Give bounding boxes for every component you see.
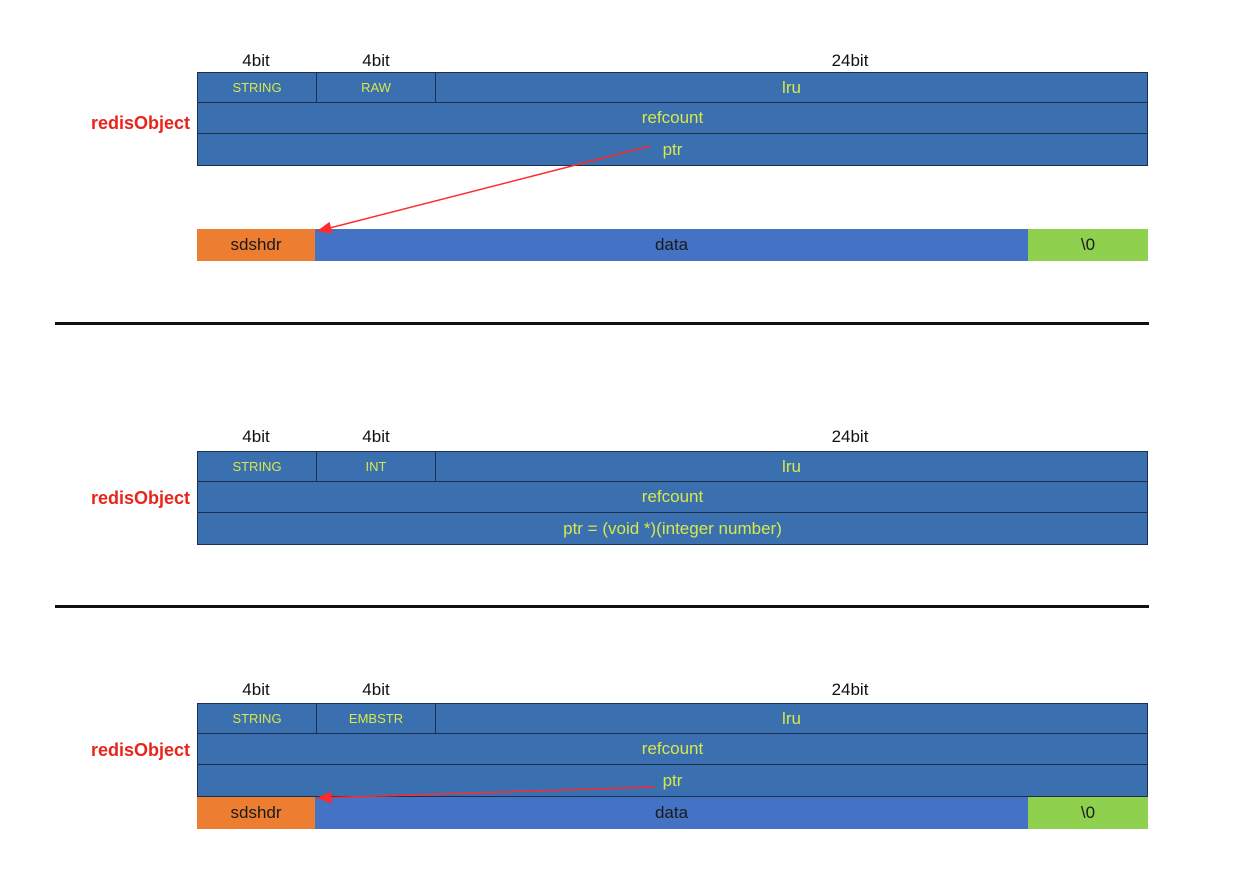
data-block: data [315, 229, 1028, 261]
bit-label-type: 4bit [242, 51, 270, 70]
ptr-field: ptr [197, 133, 1148, 166]
data-block: data [315, 797, 1028, 829]
type-field: STRING [197, 703, 317, 734]
refcount-field: refcount [197, 733, 1148, 765]
ptr-field: ptr [197, 764, 1148, 797]
redis-object-label: redisObject [90, 740, 190, 760]
sdshdr-block: sdshdr [197, 797, 315, 829]
redis-object-label: redisObject [90, 113, 190, 133]
bit-label-encoding: 4bit [362, 427, 390, 446]
bit-label-encoding: 4bit [362, 51, 390, 70]
type-field: STRING [197, 451, 317, 482]
sdshdr-block: sdshdr [197, 229, 315, 261]
ptr-field: ptr = (void *)(integer number) [197, 512, 1148, 545]
ptr-arrow-embstr [316, 786, 656, 804]
lru-field: lru [435, 703, 1148, 734]
bit-label-lru: 24bit [831, 51, 869, 70]
section-divider [55, 322, 1149, 325]
bit-label-type: 4bit [242, 680, 270, 699]
refcount-field: refcount [197, 481, 1148, 513]
refcount-field: refcount [197, 102, 1148, 134]
section-divider [55, 605, 1149, 608]
encoding-field: INT [316, 451, 436, 482]
lru-field: lru [435, 72, 1148, 103]
bit-label-encoding: 4bit [362, 680, 390, 699]
bit-label-lru: 24bit [831, 680, 869, 699]
bit-label-type: 4bit [242, 427, 270, 446]
null-terminator-block: \0 [1028, 229, 1148, 261]
bit-label-lru: 24bit [831, 427, 869, 446]
lru-field: lru [435, 451, 1148, 482]
redis-object-label: redisObject [90, 488, 190, 508]
ptr-arrow-raw [316, 145, 651, 234]
null-terminator-block: \0 [1028, 797, 1148, 829]
